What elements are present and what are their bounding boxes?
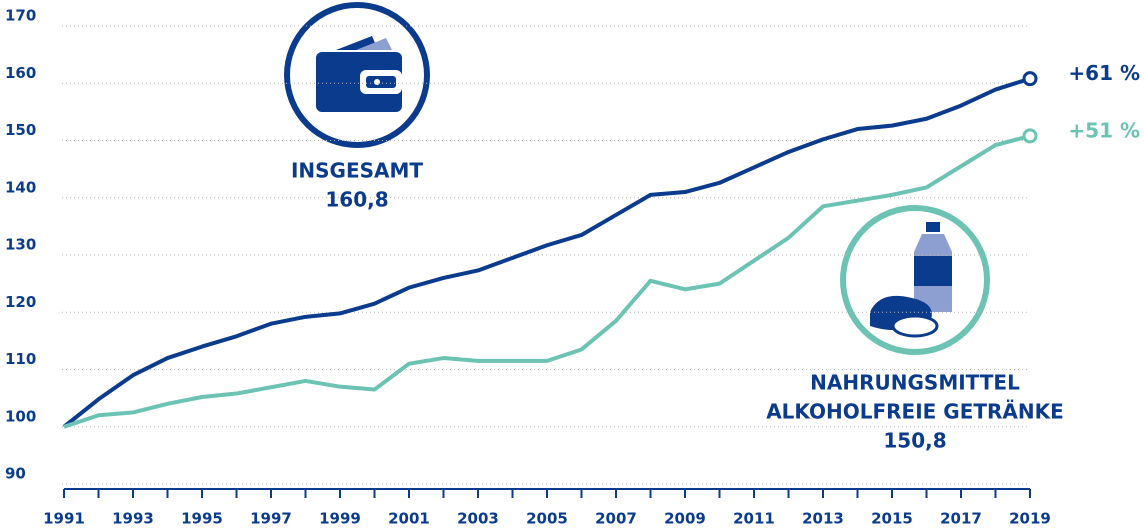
end-point	[1024, 130, 1036, 142]
series-name: INSGESAMT	[291, 159, 423, 183]
x-tick-label: 2005	[526, 510, 568, 528]
x-tick-label: 1993	[112, 510, 154, 528]
series-name: NAHRUNGSMITTEL	[810, 371, 1020, 395]
x-tick-label: 1995	[181, 510, 223, 528]
x-tick-label: 1997	[250, 510, 292, 528]
x-tick-label: 2011	[733, 510, 775, 528]
end-value-label: 160,8	[325, 188, 388, 212]
x-tick-label: 2013	[802, 510, 844, 528]
x-tick-label: 2015	[871, 510, 913, 528]
x-tick-label: 2003	[457, 510, 499, 528]
x-tick-label: 2019	[1009, 510, 1051, 528]
y-tick-label: 170	[5, 7, 36, 25]
end-value-label: 150,8	[883, 429, 946, 453]
y-tick-label: 90	[5, 465, 26, 483]
x-tick-label: 1999	[319, 510, 361, 528]
series-name: ALKOHOLFREIE GETRÄNKE	[766, 400, 1064, 424]
x-tick-label: 2001	[388, 510, 430, 528]
x-tick-label: 2017	[940, 510, 982, 528]
y-tick-label: 130	[5, 236, 36, 254]
y-tick-label: 110	[5, 350, 36, 368]
y-tick-label: 160	[5, 64, 36, 82]
y-tick-label: 100	[5, 407, 36, 425]
y-tick-label: 150	[5, 121, 36, 139]
x-tick-label: 1991	[43, 510, 85, 528]
chart: 90 100 110 120 130 140 150 160 170 1991 1993 1995 19…	[0, 0, 1144, 531]
end-point	[1024, 73, 1036, 85]
x-tick-label: 2007	[595, 510, 637, 528]
change-label: +51 %	[1068, 118, 1140, 142]
y-tick-label: 140	[5, 178, 36, 196]
change-label: +61 %	[1068, 61, 1140, 85]
food-icon	[843, 208, 987, 352]
y-tick-label: 120	[5, 293, 36, 311]
x-tick-label: 2009	[664, 510, 706, 528]
